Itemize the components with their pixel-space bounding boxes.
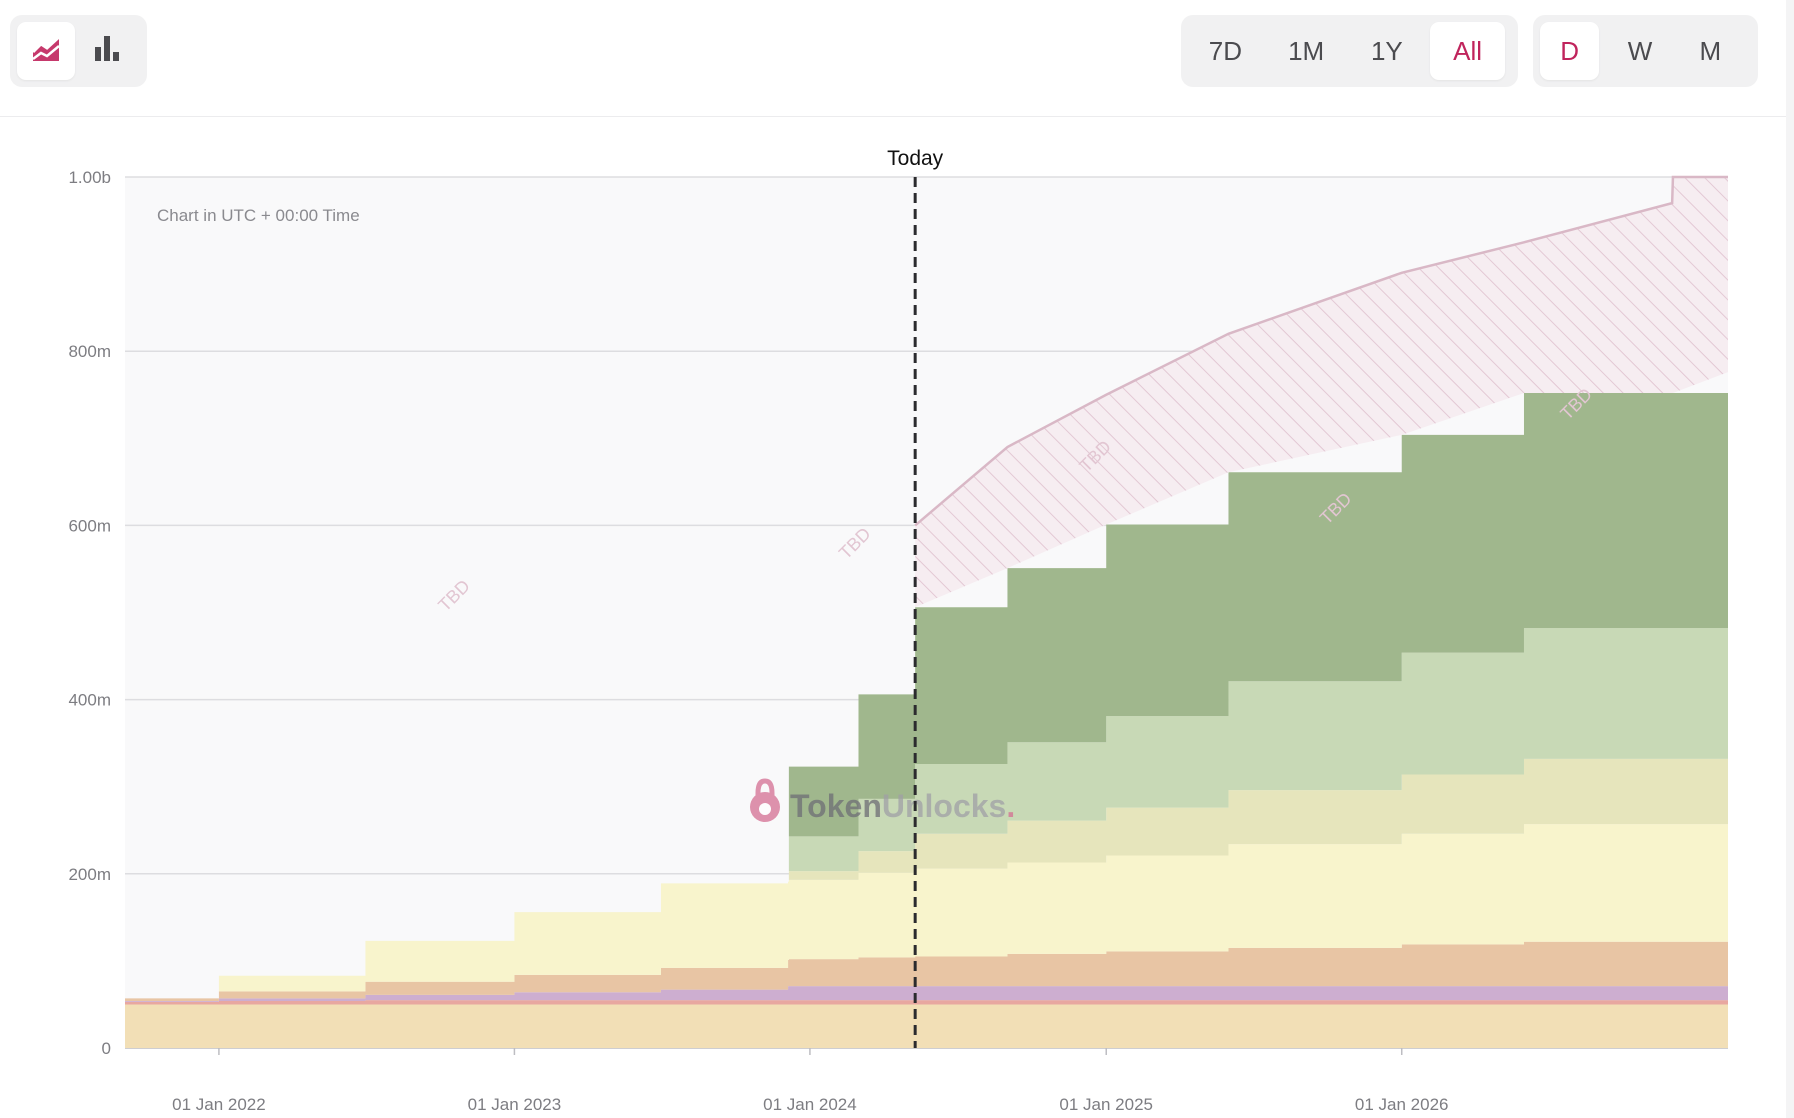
today-marker: Today: [887, 147, 944, 1048]
series-area: [125, 938, 1728, 1001]
svg-text:TokenUnlocks.: TokenUnlocks.: [790, 788, 1015, 824]
lock-icon: [750, 778, 780, 822]
series-area: [125, 811, 1728, 999]
range-toggle: 7D 1M 1Y All: [1181, 15, 1518, 87]
x-tick-label: 01 Jan 2023: [468, 1095, 562, 1114]
series-area: [125, 1004, 1728, 1048]
series-area: [125, 986, 1728, 1002]
series-areas: [125, 372, 1728, 1048]
series-area: [125, 750, 1728, 999]
watermark-dot: .: [1006, 788, 1015, 824]
y-tick-label: 600m: [68, 516, 111, 535]
area-chart-icon: [31, 33, 61, 70]
watermark: TokenUnlocks.: [750, 778, 1015, 824]
y-tick-label: 200m: [68, 865, 111, 884]
range-1m-button[interactable]: 1M: [1288, 35, 1325, 66]
frequency-toggle: D W M: [1533, 15, 1758, 87]
tbd-top-line: [914, 175, 1728, 527]
x-tick-label: 01 Jan 2025: [1059, 1095, 1153, 1114]
range-all-button[interactable]: All: [1430, 22, 1505, 80]
frequency-monthly-button[interactable]: M: [1699, 35, 1722, 66]
area-chart-button[interactable]: [17, 22, 75, 80]
bar-chart-icon: [92, 33, 122, 70]
bar-chart-button[interactable]: [79, 22, 137, 80]
chart-card: TBD TBD TBD TBD TBD TokenUnlocks. Chart in U…: [0, 117, 1786, 1118]
axes: 0 200m 400m 600m 800m 1.00b 01 Jan 2022 01 Jan …: [68, 168, 1448, 1114]
watermark-text-b: Unlocks: [882, 788, 1006, 824]
x-tick-label: 01 Jan 2024: [763, 1095, 857, 1114]
frequency-weekly-button[interactable]: W: [1627, 35, 1653, 66]
x-tick-label: 01 Jan 2022: [172, 1095, 266, 1114]
timezone-note: Chart in UTC + 00:00 Time: [157, 206, 360, 225]
today-label: Today: [887, 147, 944, 170]
frequency-daily-button[interactable]: D: [1540, 22, 1600, 80]
range-7d-button[interactable]: 7D: [1208, 35, 1242, 66]
chart-type-toggle: [10, 15, 147, 87]
x-tick-label: 01 Jan 2026: [1355, 1095, 1449, 1114]
range-1y-button[interactable]: 1Y: [1370, 35, 1403, 66]
chart-toolbar: 7D 1M 1Y All D W M: [0, 0, 1786, 117]
watermark-text-a: Token: [790, 788, 882, 824]
series-area: [125, 372, 1728, 999]
y-tick-label: 1.00b: [68, 168, 111, 187]
y-tick-label: 0: [102, 1039, 111, 1058]
y-tick-label: 800m: [68, 342, 111, 361]
y-tick-label: 400m: [68, 691, 111, 710]
tbd-area: [915, 177, 1728, 608]
series-area: [125, 1000, 1728, 1005]
series-area: [125, 615, 1728, 999]
